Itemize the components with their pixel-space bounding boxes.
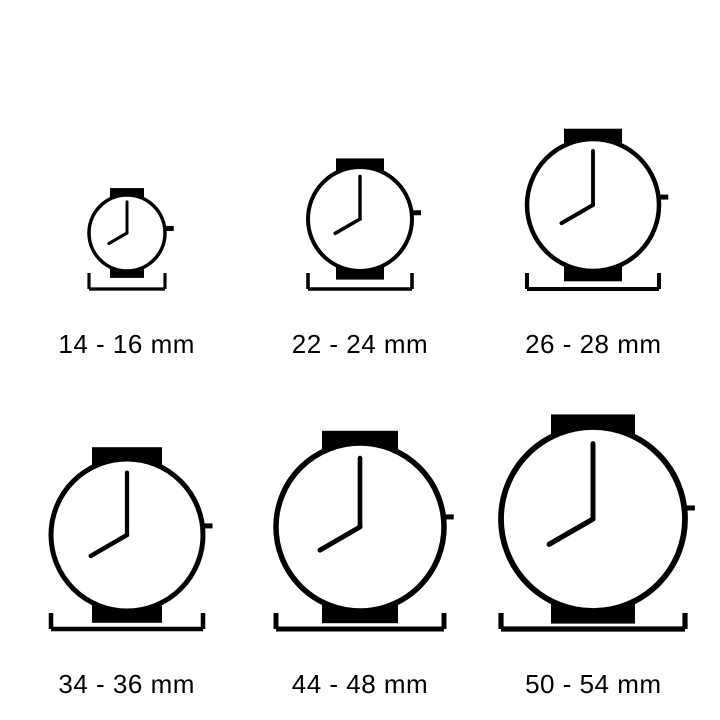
watch-cell-0: 14 - 16 mm [10, 20, 243, 360]
watch-icon [12, 49, 242, 319]
size-label: 22 - 24 mm [292, 329, 429, 360]
watch-cell-2: 26 - 28 mm [477, 20, 710, 360]
watch-icon [12, 389, 242, 659]
watch-icon [245, 389, 475, 659]
size-label: 26 - 28 mm [525, 329, 662, 360]
size-label: 14 - 16 mm [58, 329, 195, 360]
watch-icon [478, 389, 708, 659]
watch-cell-1: 22 - 24 mm [243, 20, 476, 360]
watch-cell-4: 44 - 48 mm [243, 360, 476, 700]
watch-cell-3: 34 - 36 mm [10, 360, 243, 700]
watch-size-grid: 14 - 16 mm 22 - 24 mm 26 - 28 mm 34 - 36… [0, 0, 720, 720]
watch-cell-5: 50 - 54 mm [477, 360, 710, 700]
size-label: 44 - 48 mm [292, 669, 429, 700]
size-label: 50 - 54 mm [525, 669, 662, 700]
watch-icon [245, 49, 475, 319]
size-label: 34 - 36 mm [58, 669, 195, 700]
watch-icon [478, 49, 708, 319]
